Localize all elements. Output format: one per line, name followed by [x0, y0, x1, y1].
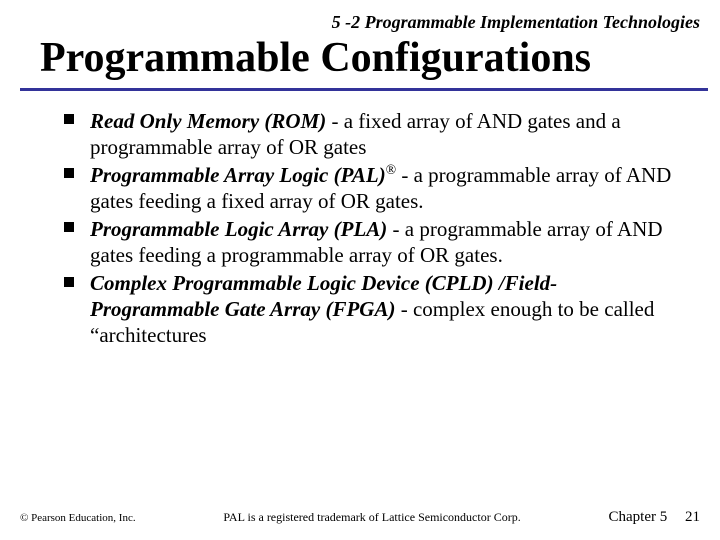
bullet-item: Programmable Array Logic (PAL)® - a prog… — [56, 162, 676, 214]
bullet-term: Read Only Memory (ROM) — [90, 109, 326, 133]
section-label: 5 -2 Programmable Implementation Technol… — [0, 12, 700, 33]
pager: Chapter 5 21 — [609, 509, 700, 526]
slide: 5 -2 Programmable Implementation Technol… — [0, 0, 720, 540]
copyright: © Pearson Education, Inc. — [20, 512, 136, 524]
body-region: Read Only Memory (ROM) - a fixed array o… — [56, 108, 676, 350]
bullet-item: Complex Programmable Logic Device (CPLD)… — [56, 271, 676, 349]
bullet-sup: ® — [386, 162, 396, 177]
bullet-term: Programmable Logic Array (PLA) — [90, 217, 387, 241]
bullet-item: Read Only Memory (ROM) - a fixed array o… — [56, 108, 676, 160]
footer: © Pearson Education, Inc. PAL is a regis… — [20, 509, 700, 526]
footnote: PAL is a registered trademark of Lattice… — [144, 510, 601, 525]
bullet-term: Programmable Array Logic (PAL) — [90, 163, 386, 187]
bullet-list: Read Only Memory (ROM) - a fixed array o… — [56, 108, 676, 348]
chapter-label: Chapter 5 — [609, 509, 668, 525]
page-number: 21 — [685, 509, 700, 525]
title-underline — [20, 88, 708, 91]
bullet-item: Programmable Logic Array (PLA) - a progr… — [56, 216, 676, 268]
slide-title: Programmable Configurations — [40, 34, 700, 86]
